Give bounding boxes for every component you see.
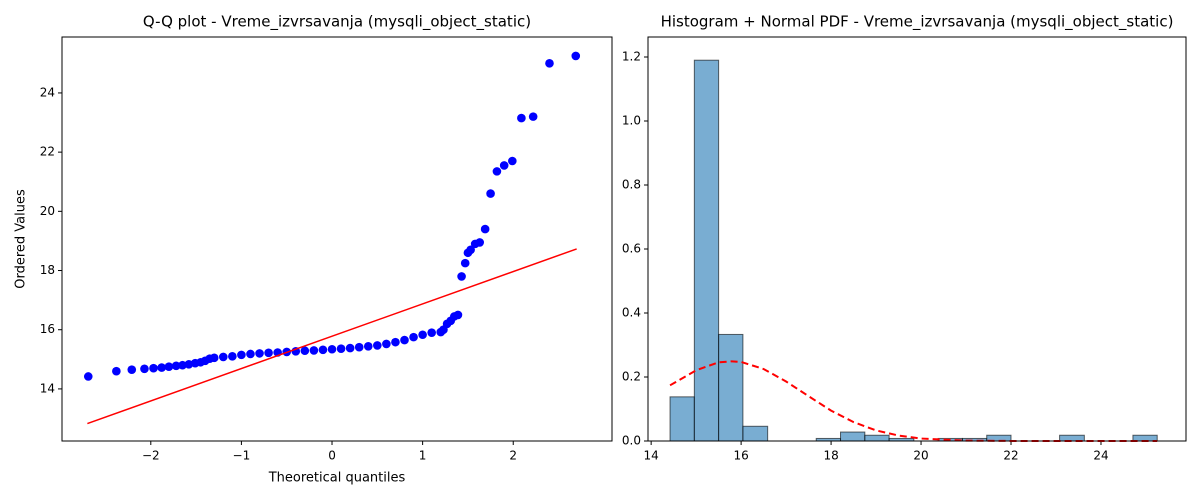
point — [228, 352, 237, 361]
point — [184, 360, 194, 369]
bar — [742, 425, 769, 442]
point — [149, 363, 158, 373]
point — [83, 372, 93, 381]
point — [171, 361, 181, 371]
x-tick-label: 22 — [1003, 449, 1018, 463]
point — [112, 366, 121, 376]
point — [300, 346, 310, 356]
x-tick-label: 18 — [823, 449, 838, 463]
point — [453, 310, 463, 320]
x-tick-label: 0 — [328, 449, 336, 463]
pdf-line — [669, 360, 1158, 442]
point — [336, 344, 346, 353]
x-tick-label: 20 — [913, 449, 928, 463]
y-tick-label: 1.2 — [622, 50, 641, 64]
point — [264, 348, 273, 358]
point — [255, 349, 264, 358]
bar — [669, 396, 695, 442]
fit-line — [87, 248, 577, 425]
point — [391, 337, 400, 347]
point — [475, 238, 485, 247]
point — [517, 113, 526, 123]
point — [157, 363, 166, 372]
point — [466, 245, 475, 255]
point — [457, 272, 466, 281]
y-tick-label: 20 — [40, 204, 55, 218]
y-tick-label: 0.6 — [622, 242, 641, 256]
point — [309, 346, 319, 355]
point — [400, 335, 409, 345]
y-tick-label: 0.4 — [622, 306, 641, 320]
point — [373, 341, 382, 350]
y-axis-label: Ordered Values — [14, 189, 29, 289]
point — [545, 59, 554, 68]
x-tick-label: 24 — [1093, 449, 1108, 463]
y-tick-label: 1.0 — [622, 114, 641, 128]
point — [382, 339, 391, 349]
y-tick-label: 0.0 — [622, 434, 641, 448]
point — [164, 362, 174, 372]
point — [246, 349, 255, 359]
chart-title: Q-Q plot - Vreme_izvrsavanja (mysqli_obj… — [143, 13, 531, 32]
point — [218, 352, 228, 362]
y-tick-label: 14 — [40, 381, 55, 395]
point — [354, 342, 364, 352]
point — [528, 112, 538, 121]
x-axis-label: Theoretical quantiles — [268, 471, 406, 486]
x-tick-label: 16 — [733, 449, 748, 463]
point — [327, 344, 337, 354]
x-tick-label: 14 — [644, 449, 659, 463]
x-tick-label: 2 — [509, 449, 517, 463]
point — [486, 189, 495, 198]
y-tick-label: 0.8 — [622, 178, 641, 192]
chart-title: Histogram + Normal PDF - Vreme_izvrsavan… — [661, 13, 1174, 32]
point — [460, 258, 470, 268]
x-tick-label: −2 — [142, 449, 160, 463]
x-tick-label: 1 — [419, 449, 427, 463]
axes-frame — [647, 36, 1187, 442]
point — [508, 156, 517, 166]
axes-frame — [61, 36, 613, 442]
point — [409, 332, 418, 342]
point — [480, 224, 490, 234]
y-tick-label: 16 — [40, 322, 55, 336]
point — [492, 167, 502, 176]
point — [209, 353, 219, 363]
point — [499, 161, 509, 170]
bar — [693, 59, 720, 442]
point — [418, 330, 427, 340]
y-tick-label: 18 — [40, 263, 55, 277]
point — [345, 343, 355, 353]
y-tick-label: 22 — [40, 145, 55, 159]
point — [127, 365, 137, 374]
point — [178, 360, 187, 370]
point — [318, 345, 328, 355]
y-tick-label: 24 — [40, 85, 55, 99]
point — [237, 350, 246, 360]
bar — [864, 434, 890, 442]
point — [571, 51, 581, 61]
point — [140, 364, 149, 374]
bar — [840, 431, 866, 442]
bar — [718, 333, 744, 442]
y-tick-label: 0.2 — [622, 370, 641, 384]
point — [427, 328, 436, 337]
x-tick-label: −1 — [233, 449, 251, 463]
point — [363, 341, 373, 351]
